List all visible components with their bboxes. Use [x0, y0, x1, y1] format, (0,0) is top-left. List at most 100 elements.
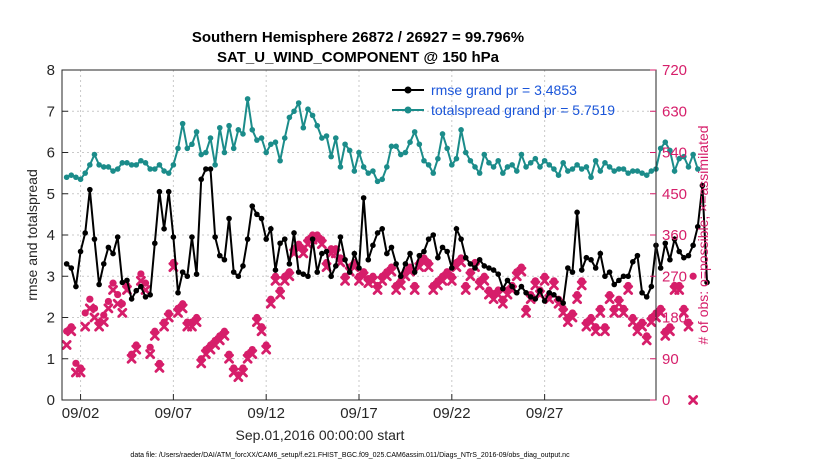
series-point — [68, 172, 75, 178]
series-point — [133, 162, 140, 168]
obs-assimilated-point — [159, 321, 169, 332]
series-point — [388, 143, 395, 150]
series-point — [384, 250, 390, 257]
series-point — [221, 256, 228, 263]
obs-possible-point — [86, 295, 94, 303]
series-point — [690, 151, 696, 158]
series-point — [189, 141, 195, 148]
series-point — [458, 127, 464, 133]
obs-assimilated-point — [627, 317, 638, 327]
obs-assimilated-point — [256, 326, 267, 337]
legend-label-totalspread: totalspread grand pr = 5.7519 — [431, 102, 615, 118]
series-point — [323, 133, 330, 139]
obs-assimilated-point — [61, 340, 72, 350]
series-point — [393, 261, 399, 267]
series-point — [73, 174, 79, 181]
series-point — [346, 269, 353, 275]
series-point — [328, 153, 334, 160]
series-point — [356, 265, 362, 271]
obs-assimilated-point — [683, 321, 694, 332]
y2-tick-label: 0 — [662, 392, 670, 409]
obs-assimilated-point — [247, 349, 258, 360]
obs-assimilated-point — [641, 335, 652, 346]
series-point — [681, 153, 687, 160]
series-point — [114, 234, 121, 240]
x-tick-label: 09/07 — [155, 405, 193, 422]
series-point — [272, 139, 279, 145]
legend: rmse grand pr = 3.4853 totalspread grand… — [392, 82, 615, 118]
series-point — [142, 294, 149, 300]
series-point — [128, 296, 135, 302]
series-point — [583, 164, 590, 170]
series-point — [105, 164, 112, 170]
series-point — [430, 170, 437, 176]
series-point — [342, 141, 348, 148]
obs-assimilated-point — [456, 257, 466, 268]
series-point — [537, 287, 543, 294]
series-point — [156, 188, 163, 195]
series-point — [435, 254, 441, 261]
series-point — [648, 168, 655, 174]
obs-assimilated-point — [75, 367, 86, 378]
series-point — [676, 155, 683, 162]
series-point — [685, 164, 692, 170]
series-point — [578, 267, 585, 273]
obs-assimilated-point — [678, 308, 689, 318]
y-tick-label: 5 — [47, 186, 55, 203]
series-point — [671, 236, 678, 242]
y-tick-label: 8 — [47, 62, 55, 79]
series-point — [402, 261, 409, 267]
x-tick-label: 09/12 — [247, 405, 285, 422]
series-point — [152, 240, 158, 247]
series-point — [397, 151, 404, 158]
series-point — [100, 164, 107, 170]
series-point — [272, 267, 279, 273]
series-point — [337, 234, 344, 240]
series-point — [629, 168, 636, 174]
series-point — [402, 149, 409, 156]
obs-assimilated-point — [576, 280, 587, 291]
series-point — [523, 289, 529, 296]
series-point — [328, 273, 334, 280]
obs-assimilated-point — [84, 303, 95, 314]
series-point — [634, 252, 641, 259]
obs-assimilated-point — [163, 312, 174, 323]
series-point — [639, 170, 645, 176]
series-point — [147, 292, 153, 298]
y2-tick-label: 270 — [662, 268, 687, 285]
obs-assimilated-point — [275, 289, 286, 300]
obs-possible-point — [104, 297, 113, 306]
series-point — [365, 256, 372, 263]
series-point — [374, 178, 381, 185]
series-point — [597, 168, 604, 174]
series-point — [244, 96, 251, 102]
obs-assimilated-point — [460, 285, 471, 295]
series-point — [309, 112, 316, 119]
series-point — [87, 162, 93, 168]
obs-assimilated-point — [196, 358, 207, 369]
series-point — [597, 250, 604, 257]
series-point — [314, 269, 321, 275]
series-point — [263, 149, 269, 156]
y2-axis-label: # of obs: o=possible; ×=assimilated — [695, 125, 711, 344]
series-point — [518, 283, 525, 290]
series-point — [602, 160, 608, 166]
obs-possible-point — [72, 359, 80, 367]
series-point — [230, 145, 237, 152]
obs-assimilated-point — [145, 349, 156, 360]
obs-assimilated-point — [549, 280, 559, 291]
series-point — [513, 289, 520, 296]
series-point — [676, 248, 683, 255]
obs-assimilated-point — [89, 312, 100, 323]
series-point — [462, 254, 469, 261]
series-point — [421, 157, 427, 164]
series-point — [124, 277, 130, 284]
series-point — [616, 277, 622, 284]
series-point — [346, 147, 353, 154]
obs-assimilated-point — [609, 308, 620, 318]
series-point — [699, 182, 706, 189]
series-point — [268, 141, 274, 148]
series-point — [291, 230, 297, 236]
obs-assimilated-point — [298, 248, 309, 259]
